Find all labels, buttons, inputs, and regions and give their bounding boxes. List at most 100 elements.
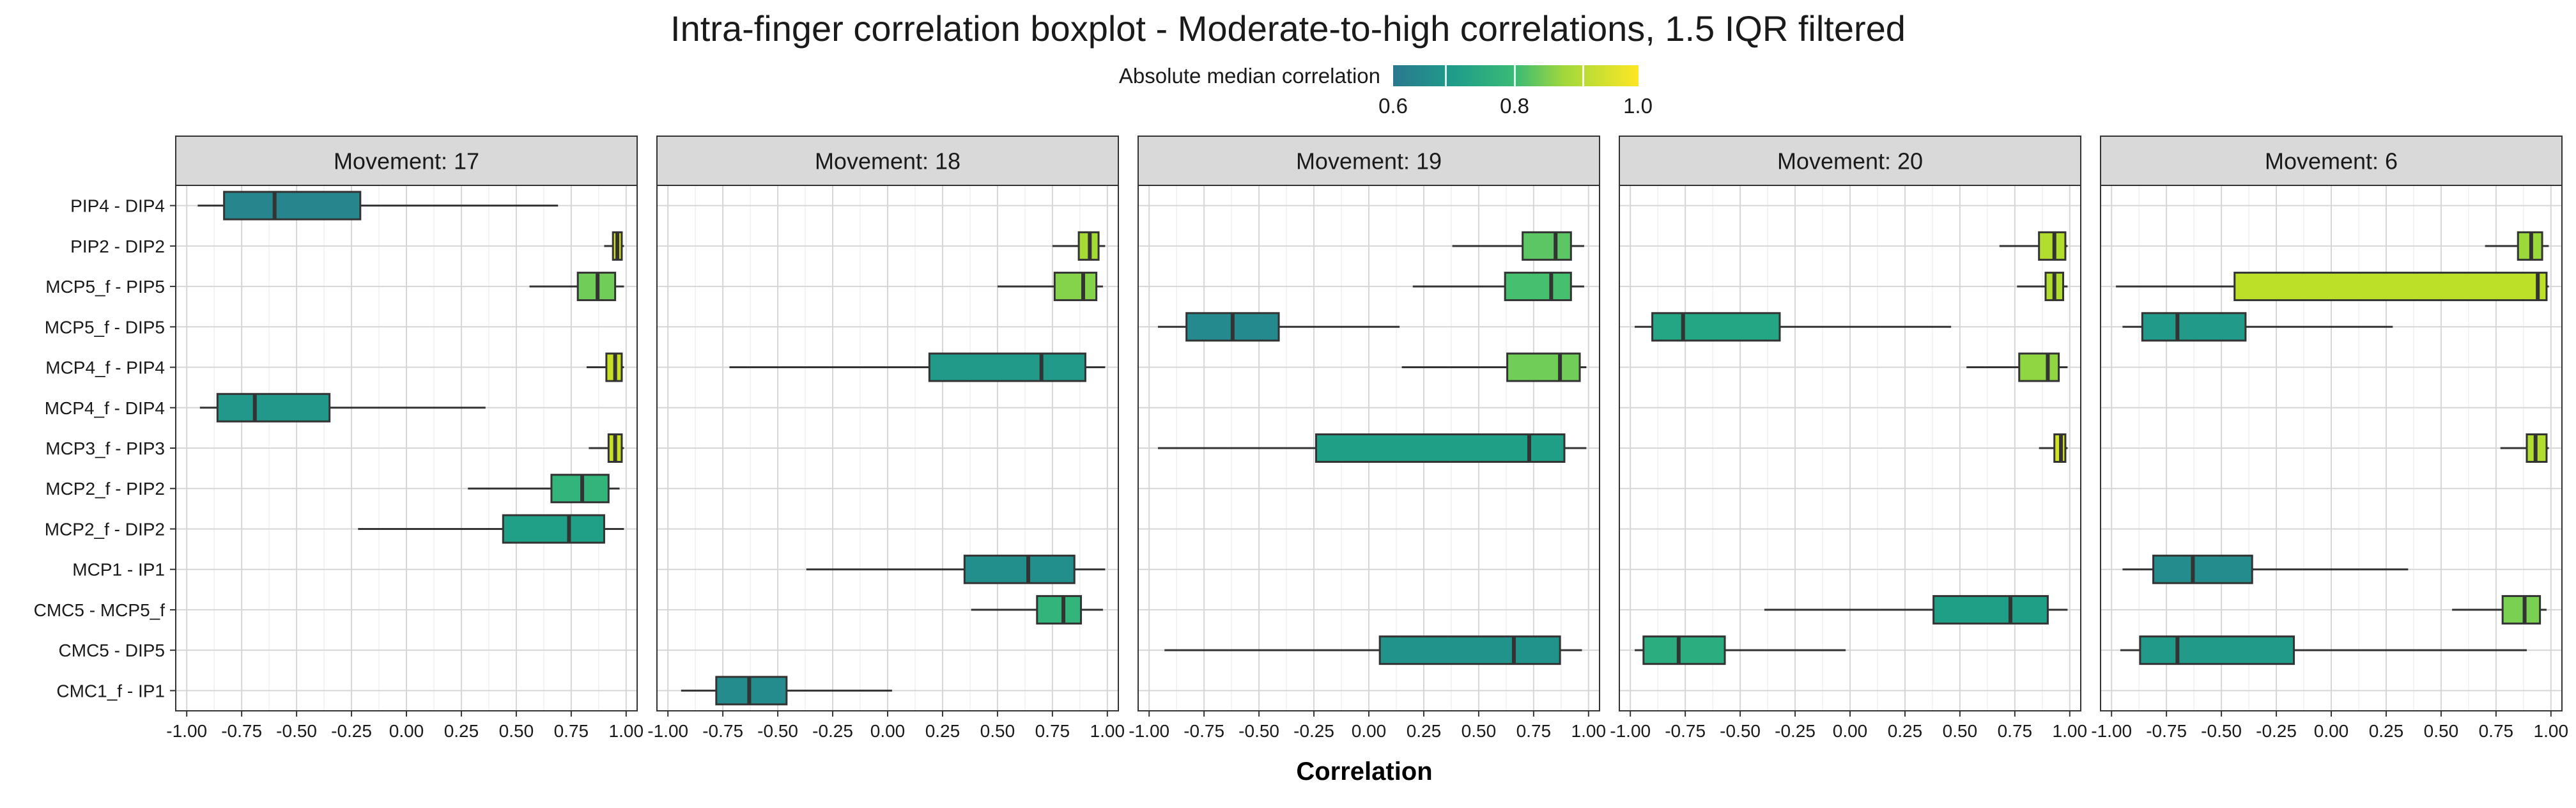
box — [1378, 635, 1561, 665]
x-tick-label: -0.25 — [812, 721, 853, 741]
x-tick-label: 1.00 — [1571, 721, 1607, 741]
x-tick-label: 0.50 — [499, 721, 534, 741]
y-tick-label: CMC1_f - IP1 — [56, 681, 165, 701]
x-tick-label: 0.50 — [2424, 721, 2459, 741]
facet-strip — [656, 136, 1119, 186]
box — [1315, 433, 1566, 463]
y-tick-label: PIP2 - DIP2 — [70, 237, 165, 256]
box — [2141, 312, 2247, 342]
x-tick-label: 0.75 — [1035, 721, 1070, 741]
box — [216, 392, 331, 423]
box — [715, 676, 788, 706]
legend-tick-mark — [1514, 65, 1516, 86]
box — [963, 554, 1076, 584]
legend-tick-label: 1.0 — [1623, 94, 1653, 118]
legend-tick-label: 0.6 — [1378, 94, 1408, 118]
box — [2501, 594, 2541, 625]
box — [928, 352, 1086, 382]
x-tick-label: 0.75 — [2479, 721, 2514, 741]
box — [2139, 635, 2295, 665]
y-tick-label: MCP3_f - PIP3 — [45, 439, 165, 458]
x-tick-label: -1.00 — [166, 721, 207, 741]
x-axis-title: Correlation — [1296, 758, 1433, 786]
facet-label: Movement: 6 — [2265, 148, 2398, 175]
facet-strip — [1138, 136, 1600, 186]
facet-label: Movement: 17 — [334, 148, 479, 175]
box — [1036, 594, 1083, 625]
facet-label: Movement: 19 — [1296, 148, 1442, 175]
x-tick-label: 0.50 — [1943, 721, 1978, 741]
box — [2038, 231, 2067, 261]
box — [2152, 554, 2253, 584]
box — [223, 190, 362, 221]
facet-label: Movement: 20 — [1777, 148, 1923, 175]
x-tick-label: -0.50 — [1720, 721, 1761, 741]
x-tick-label: 0.25 — [1888, 721, 1923, 741]
x-tick-label: 0.00 — [870, 721, 906, 741]
y-tick-label: CMC5 - MCP5_f — [34, 600, 166, 620]
legend-tick-mark — [1582, 65, 1584, 86]
x-tick-label: 0.25 — [1407, 721, 1442, 741]
x-tick-label: 0.50 — [980, 721, 1015, 741]
y-tick-label: MCP1 - IP1 — [72, 560, 165, 580]
x-tick-label: -0.75 — [702, 721, 743, 741]
legend-title: Absolute median correlation — [1118, 64, 1380, 88]
x-tick-label: 0.25 — [444, 721, 479, 741]
y-tick-label: CMC5 - DIP5 — [59, 641, 165, 660]
y-tick-label: MCP5_f - PIP5 — [45, 277, 165, 297]
y-tick-label: MCP5_f - DIP5 — [45, 317, 165, 337]
x-tick-label: 1.00 — [1090, 721, 1125, 741]
x-tick-label: -0.75 — [2146, 721, 2187, 741]
x-tick-label: 0.75 — [1516, 721, 1552, 741]
x-tick-label: 0.75 — [554, 721, 589, 741]
box — [550, 474, 610, 504]
box — [2018, 352, 2060, 382]
facet-strip — [175, 136, 638, 186]
x-tick-label: 0.25 — [925, 721, 960, 741]
legend-tick-mark — [1445, 65, 1447, 86]
x-tick-label: -0.25 — [331, 721, 372, 741]
x-tick-label: -0.75 — [1184, 721, 1224, 741]
legend-colorbar — [1393, 65, 1639, 86]
box — [1522, 231, 1572, 261]
x-tick-label: 0.50 — [1462, 721, 1497, 741]
facet-label: Movement: 18 — [815, 148, 960, 175]
y-tick-label: MCP2_f - DIP2 — [45, 519, 165, 539]
x-tick-label: -0.75 — [1665, 721, 1706, 741]
y-tick-label: MCP4_f - PIP4 — [45, 358, 165, 378]
x-tick-label: 0.75 — [1998, 721, 2033, 741]
box — [1504, 272, 1572, 302]
box — [1651, 312, 1781, 342]
x-tick-label: -0.25 — [2256, 721, 2297, 741]
x-tick-label: 0.00 — [389, 721, 424, 741]
facet-strip — [2100, 136, 2563, 186]
x-tick-label: 0.00 — [1352, 721, 1387, 741]
x-tick-label: 1.00 — [2534, 721, 2569, 741]
x-tick-label: -0.25 — [1293, 721, 1334, 741]
x-tick-label: 0.00 — [2314, 721, 2349, 741]
x-tick-label: -0.75 — [221, 721, 262, 741]
box — [2233, 272, 2548, 302]
box — [502, 514, 605, 544]
x-tick-label: -0.50 — [1238, 721, 1279, 741]
x-tick-label: -1.00 — [1129, 721, 1169, 741]
x-tick-label: -1.00 — [1610, 721, 1651, 741]
legend-tick-label: 0.8 — [1500, 94, 1529, 118]
x-tick-label: 1.00 — [609, 721, 644, 741]
x-tick-label: 0.00 — [1833, 721, 1868, 741]
x-tick-label: -0.50 — [2201, 721, 2242, 741]
box — [1506, 352, 1581, 382]
x-tick-label: -0.50 — [276, 721, 317, 741]
y-tick-label: PIP4 - DIP4 — [70, 196, 165, 216]
x-tick-label: -1.00 — [647, 721, 688, 741]
chart-title: Intra-finger correlation boxplot - Moder… — [670, 8, 1906, 49]
x-tick-label: -0.50 — [757, 721, 798, 741]
facet-strip — [1619, 136, 2081, 186]
x-tick-label: 0.25 — [2369, 721, 2404, 741]
box — [1642, 635, 1726, 665]
y-tick-label: MCP4_f - DIP4 — [45, 398, 165, 418]
y-tick-label: MCP2_f - PIP2 — [45, 479, 165, 499]
x-tick-label: -0.25 — [1775, 721, 1816, 741]
